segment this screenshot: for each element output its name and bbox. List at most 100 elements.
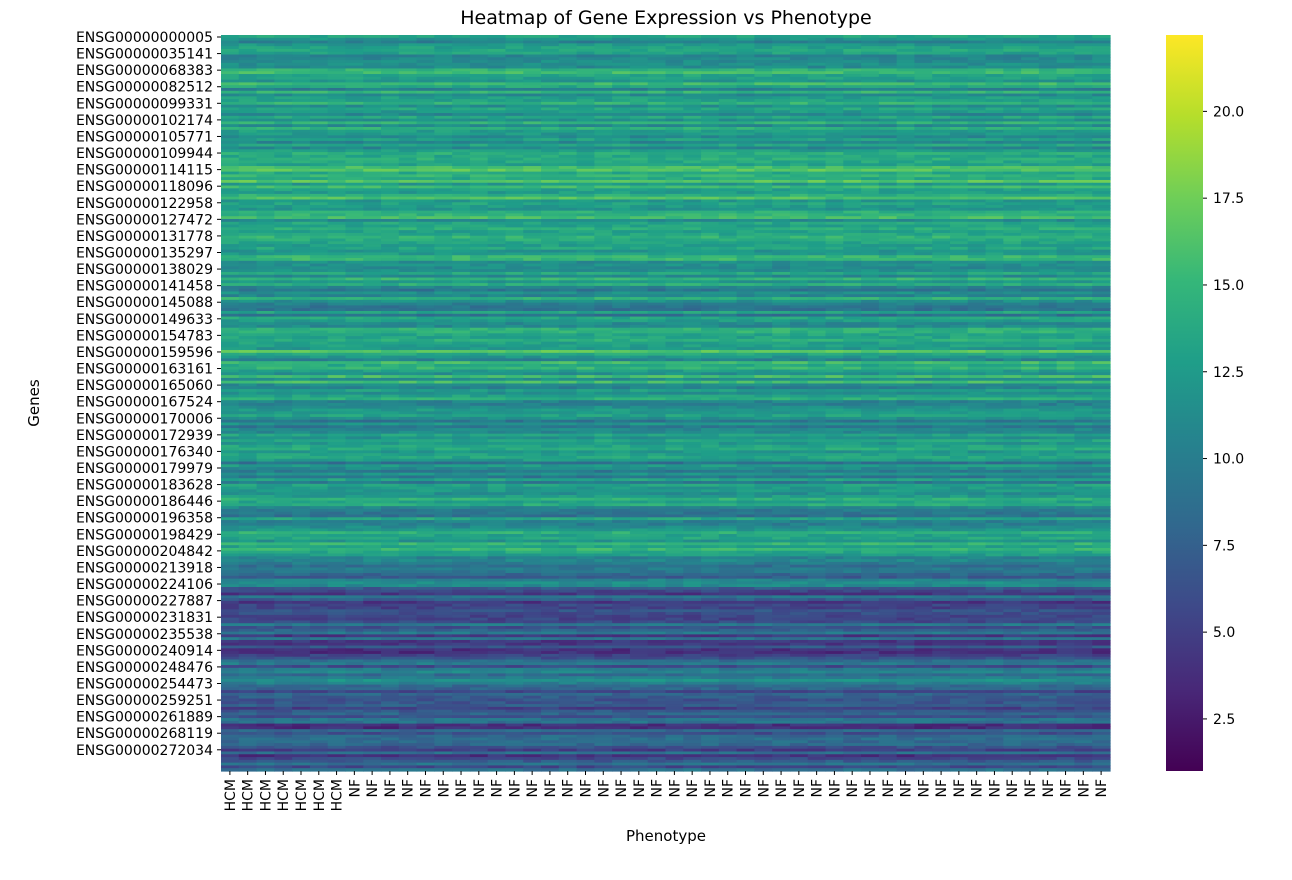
heatmap-cell [772,168,791,173]
heatmap-cell [487,35,507,39]
heatmap-cell [647,283,667,287]
heatmap-cell [807,311,827,315]
heatmap-cell [683,46,702,50]
heatmap-cell [789,305,809,309]
heatmap-cell [612,302,631,307]
heatmap-cell [789,288,809,293]
heatmap-cell [292,263,311,267]
heatmap-cell [665,87,684,92]
heatmap-cell [238,280,258,284]
heatmap-cell [772,62,791,67]
heatmap-cell [363,107,382,111]
heatmap-cell [967,135,987,139]
heatmap-cell [967,79,987,83]
heatmap-cell [1074,90,1093,95]
heatmap-cell [736,207,755,212]
heatmap-cell [576,127,595,131]
heatmap-cell [309,283,329,287]
heatmap-cell [1003,263,1022,267]
heatmap-cell [967,213,987,217]
heatmap-cell [772,188,791,192]
heatmap-cell [256,224,275,228]
heatmap-cell [1021,68,1040,72]
heatmap-cell [932,224,951,228]
heatmap-cell [932,46,951,50]
heatmap-cell [576,227,595,231]
heatmap-cell [274,87,293,92]
heatmap-cell [594,51,613,56]
heatmap-cell [434,85,453,89]
heatmap-cell [1038,199,1058,203]
heatmap-cell [665,283,684,287]
heatmap-cell [967,210,987,215]
heatmap-cell [541,157,560,162]
heatmap-cell [238,115,258,120]
heatmap-cell [736,277,755,281]
heatmap-cell [1021,135,1040,139]
heatmap-cell [629,258,649,262]
heatmap-cell [718,302,738,307]
heatmap-cell [1021,263,1040,267]
heatmap-cell [1038,48,1058,53]
heatmap-cell [932,65,951,70]
heatmap-cell [825,113,844,117]
heatmap-cell [861,255,880,259]
heatmap-cell [967,154,987,159]
heatmap-cell [825,79,844,83]
heatmap-cell [576,79,595,83]
heatmap-cell [594,294,613,298]
heatmap-cell [932,35,951,39]
heatmap-cell [416,129,435,134]
heatmap-cell [594,227,613,231]
heatmap-cell [256,246,275,251]
heatmap-cell [861,238,880,242]
heatmap-cell [807,124,827,128]
heatmap-cell [594,62,613,67]
heatmap-cell [309,263,329,267]
heatmap-cell [825,140,844,145]
heatmap-cell [967,85,987,89]
heatmap-cell [238,177,258,181]
heatmap-cell [754,135,773,139]
heatmap-cell [807,149,827,153]
heatmap-cell [345,219,364,223]
heatmap-cell [576,90,595,95]
heatmap-cell [949,227,969,231]
heatmap-cell [1003,168,1022,173]
heatmap-cell [256,113,275,117]
heatmap-cell [309,210,329,215]
heatmap-cell [878,60,898,64]
heatmap-cell [274,135,293,139]
heatmap-cell [772,40,791,44]
heatmap-cell [896,274,916,279]
heatmap-cell [434,154,453,159]
heatmap-cell [221,143,240,148]
heatmap-cell [629,51,649,56]
heatmap-cell [487,157,507,162]
heatmap-cell [665,40,684,44]
heatmap-cell [1021,199,1040,203]
heatmap-cell [736,163,755,167]
heatmap-cell [1021,193,1040,198]
heatmap-cell [647,241,667,245]
heatmap-cell [1003,99,1022,103]
heatmap-cell [327,60,347,64]
heatmap-cell [487,308,507,312]
heatmap-cell [949,285,969,290]
heatmap-cell [1092,168,1111,173]
heatmap-cell [647,127,667,131]
heatmap-cell [309,174,329,178]
heatmap-cell [256,291,275,295]
heatmap-cell [221,311,240,315]
heatmap-cell [754,277,773,281]
heatmap-cell [772,271,791,276]
heatmap-cell [1021,79,1040,83]
heatmap-cell [363,157,382,162]
heatmap-cell [985,305,1004,309]
heatmap-cell [665,308,684,312]
heatmap-cell [683,82,702,86]
heatmap-cell [683,104,702,109]
heatmap-cell [292,297,311,301]
heatmap-cell [861,107,880,111]
heatmap-cell [434,285,453,290]
